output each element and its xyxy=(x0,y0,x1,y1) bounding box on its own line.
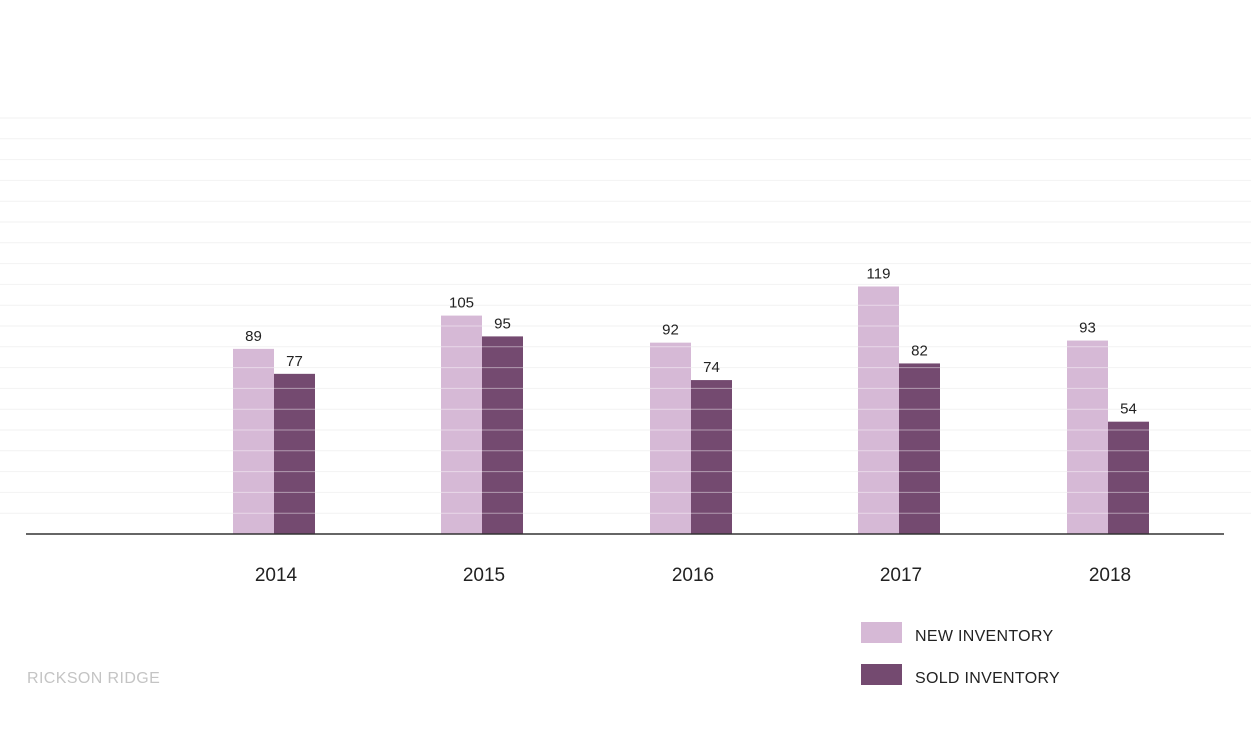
legend-swatch-new-inventory xyxy=(861,622,902,643)
bar-new-inventory-2014 xyxy=(233,348,274,534)
data-label-sold-inventory-2015: 95 xyxy=(494,315,511,332)
x-tick-label-2015: 2015 xyxy=(463,565,505,586)
bar-sold-inventory-2016 xyxy=(691,380,732,534)
x-tick-label-2014: 2014 xyxy=(255,565,298,586)
legend-item-new-inventory: NEW INVENTORY xyxy=(861,622,1060,645)
bar-sold-inventory-2014 xyxy=(274,373,315,534)
data-label-new-inventory-2016: 92 xyxy=(662,322,679,339)
x-tick-label-2017: 2017 xyxy=(880,565,922,586)
bar-new-inventory-2017 xyxy=(858,286,899,534)
legend-swatch-sold-inventory xyxy=(861,664,902,685)
bar-sold-inventory-2017 xyxy=(899,363,940,534)
source-label: RICKSON RIDGE xyxy=(27,670,161,687)
data-label-new-inventory-2018: 93 xyxy=(1079,320,1096,337)
x-tick-label-2016: 2016 xyxy=(672,565,714,586)
legend-label-sold-inventory: SOLD INVENTORY xyxy=(915,669,1060,687)
bar-sold-inventory-2018 xyxy=(1108,421,1149,534)
data-label-new-inventory-2017: 119 xyxy=(867,265,891,282)
legend-item-sold-inventory: SOLD INVENTORY xyxy=(861,664,1060,687)
data-label-new-inventory-2014: 89 xyxy=(245,328,262,345)
bar-sold-inventory-2015 xyxy=(482,336,523,534)
data-label-sold-inventory-2016: 74 xyxy=(703,359,720,376)
bar-new-inventory-2018 xyxy=(1067,340,1108,534)
data-label-new-inventory-2015: 105 xyxy=(449,295,474,312)
data-label-sold-inventory-2014: 77 xyxy=(286,353,303,370)
legend-label-new-inventory: NEW INVENTORY xyxy=(915,627,1054,645)
x-tick-label-2018: 2018 xyxy=(1089,565,1131,586)
bar-new-inventory-2016 xyxy=(650,342,691,534)
bar-new-inventory-2015 xyxy=(441,315,482,534)
legend: NEW INVENTORY SOLD INVENTORY xyxy=(861,622,1060,706)
data-label-sold-inventory-2017: 82 xyxy=(911,342,928,359)
data-label-sold-inventory-2018: 54 xyxy=(1120,401,1137,418)
